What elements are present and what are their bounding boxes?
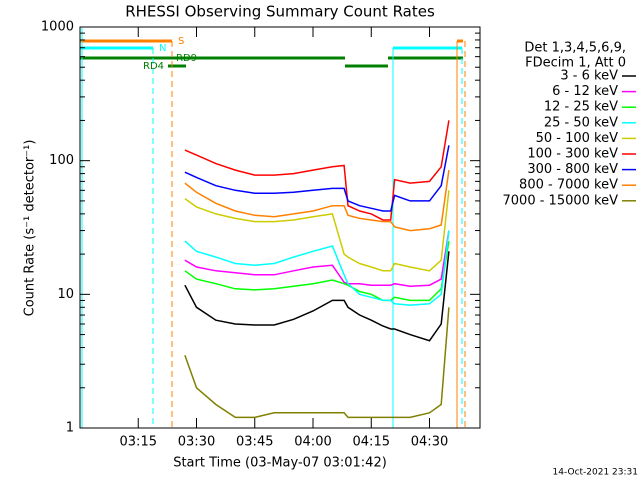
y-axis-label: Count Rate (s⁻¹ detector⁻¹)	[23, 140, 38, 317]
event-lines	[81, 28, 466, 428]
x-tick-label: 04:00	[294, 435, 331, 450]
legend-label: 6 - 12 keV	[552, 84, 618, 99]
series-line	[184, 230, 450, 306]
annotation: RD4	[143, 61, 164, 72]
footer: 14-Oct-2021 23:31	[553, 468, 638, 478]
annotation: S	[178, 36, 184, 47]
series-line	[184, 190, 450, 272]
annotation: N	[159, 43, 166, 54]
series-line	[184, 240, 450, 302]
x-tick-label: 03:15	[120, 435, 157, 450]
plot-frame	[79, 26, 481, 429]
legend-label: 50 - 100 keV	[536, 131, 619, 146]
series-line	[184, 307, 450, 419]
legend-label: 25 - 50 keV	[544, 115, 618, 130]
series-line	[184, 230, 450, 287]
legend-header: FDecim 1, Att 0	[525, 56, 626, 71]
x-tick-label: 04:15	[353, 435, 390, 450]
y-tick-label: 1000	[41, 20, 74, 35]
y-tick-label: 100	[49, 153, 74, 168]
flag-bars	[80, 39, 463, 68]
chart-title: RHESSI Observing Summary Count Rates	[125, 3, 435, 21]
legend-header: Det 1,3,4,5,6,9,	[524, 41, 626, 56]
legend-label: 7000 - 15000 keV	[503, 193, 619, 208]
x-axis-label: Start Time (03-May-07 03:01:42)	[173, 456, 387, 471]
series-line	[184, 251, 450, 342]
legend-label: 3 - 6 keV	[560, 69, 618, 84]
x-tick-label: 04:30	[411, 435, 448, 450]
series-line	[184, 145, 450, 212]
x-tick-label: 03:30	[178, 435, 215, 450]
series-line	[184, 169, 450, 232]
series-line	[184, 120, 450, 221]
legend-label: 800 - 7000 keV	[519, 178, 618, 193]
annotation: RD9	[176, 53, 197, 64]
y-tick-label: 10	[57, 287, 74, 302]
legend-label: 12 - 25 keV	[544, 100, 618, 115]
y-tick-label: 1	[66, 421, 74, 436]
x-tick-label: 03:45	[236, 435, 273, 450]
legend-label: 300 - 800 keV	[527, 162, 618, 177]
legend-label: 100 - 300 keV	[527, 147, 618, 162]
